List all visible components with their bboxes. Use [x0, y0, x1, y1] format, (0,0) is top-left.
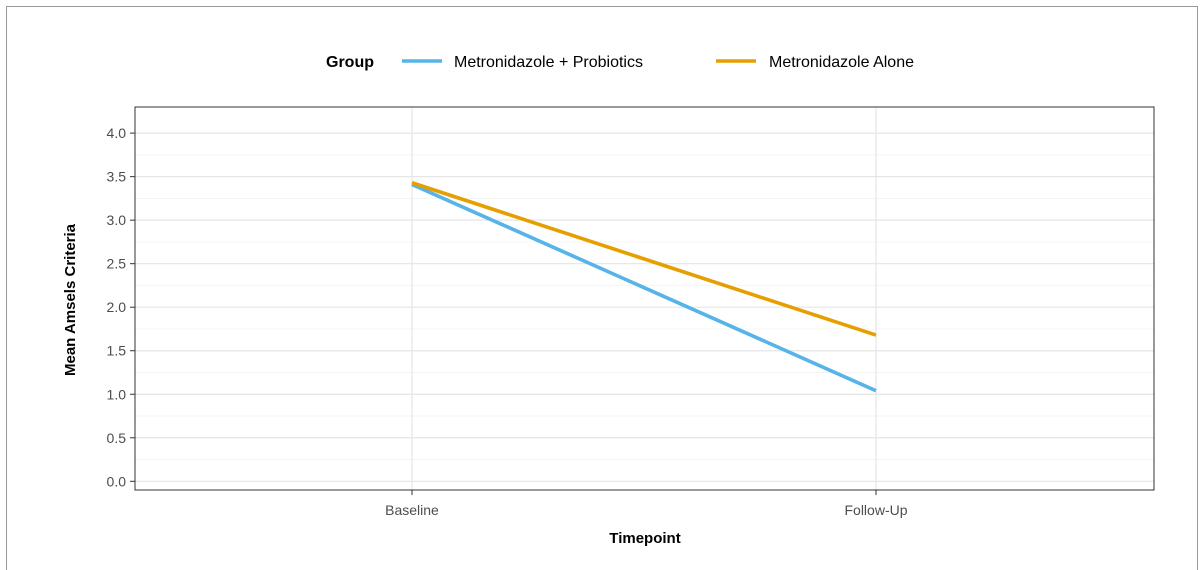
legend-label-1: Metronidazole + Probiotics: [454, 54, 643, 71]
panel-border: [134, 106, 1155, 491]
x-axis-title: Timepoint: [609, 530, 680, 547]
panel-background: [135, 107, 1154, 490]
y-tick-label: 1.5: [107, 343, 127, 359]
series-line-2: [411, 181, 877, 337]
y-tick-label: 3.5: [107, 169, 127, 185]
y-tick-label: 3.0: [107, 212, 127, 228]
legend-label-2: Metronidazole Alone: [769, 54, 914, 71]
legend-title: Group: [326, 54, 374, 71]
x-tick-label: Follow-Up: [844, 502, 907, 518]
plot-area: 0.0 0.5 1.0 1.5 2.0 2.5 3.0 3.5 4.0 Baseline Follo…: [107, 106, 1155, 518]
y-tick-label: 2.0: [107, 299, 127, 315]
x-tick-label: Baseline: [385, 502, 439, 518]
legend: Group Metronidazole + Probiotics Metronid…: [326, 54, 914, 71]
series-line-1: [411, 182, 877, 393]
y-axis-title: Mean Amsels Criteria: [62, 223, 79, 376]
y-tick-label: 4.0: [107, 125, 127, 141]
y-tick-label: 2.5: [107, 256, 127, 272]
y-tick-label: 0.5: [107, 430, 127, 446]
y-tick-label: 0.0: [107, 473, 127, 489]
y-tick-label: 1.0: [107, 386, 127, 402]
